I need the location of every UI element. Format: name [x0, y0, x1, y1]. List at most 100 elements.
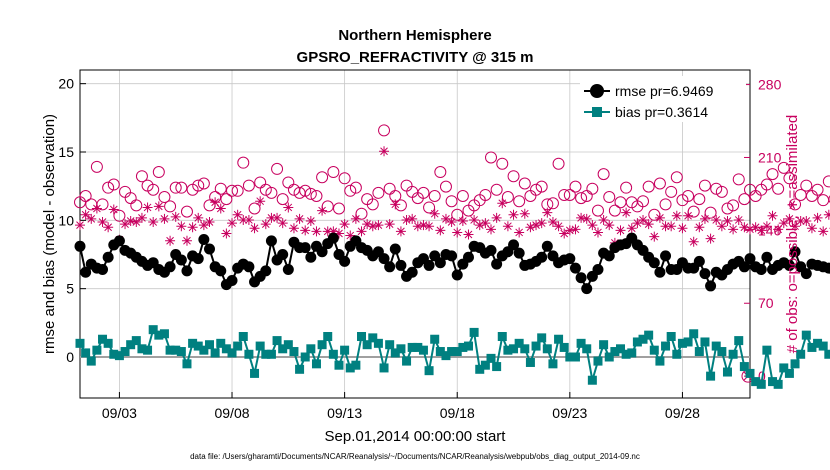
rmse-point [744, 253, 756, 265]
bias-point [734, 336, 744, 346]
bias-point [565, 352, 575, 362]
bias-point [661, 341, 671, 351]
x-axis-ticks: 09/03 09/08 09/13 09/18 09/23 09/28 [102, 392, 700, 421]
obs-assimilated-point [598, 214, 609, 225]
obs-possible-point [693, 193, 706, 206]
bias-point [357, 332, 367, 341]
obs-possible-point [214, 182, 227, 195]
series-rmse [74, 232, 830, 295]
series-obs-assimilated [75, 146, 830, 248]
obs-assimilated-point [412, 221, 423, 232]
obs-assimilated-point [136, 212, 147, 223]
bias-point [621, 349, 631, 359]
rmse-point [536, 251, 548, 263]
obs-possible-point [710, 182, 723, 195]
rmse-point [395, 259, 407, 271]
rmse-point [406, 266, 418, 278]
bias-point [728, 349, 738, 359]
data-file-footer: data file: /Users/gharamti/Documents/NCA… [190, 452, 640, 461]
bias-point [745, 368, 755, 378]
rmse-point [446, 250, 458, 262]
bias-point [283, 340, 293, 350]
bias-point [407, 342, 417, 352]
obs-possible-point [299, 184, 312, 197]
rmse-point [215, 265, 227, 277]
obs-assimilated-point [784, 213, 795, 224]
legend: rmse pr=6.9469 bias pr=0.3614 [580, 76, 746, 122]
bias-point [604, 352, 614, 362]
obs-assimilated-point [210, 197, 221, 208]
obs-possible-point [271, 162, 284, 175]
rmse-point [564, 253, 576, 265]
rmse-point [823, 262, 830, 274]
bias-point [390, 348, 400, 358]
rmse-point [299, 242, 311, 254]
obs-possible-point [242, 179, 255, 192]
bias-point [351, 360, 361, 370]
bias-point [807, 342, 817, 352]
bias-point [238, 332, 248, 341]
obs-possible-point [378, 124, 391, 137]
obs-possible-point [682, 189, 695, 202]
rmse-point [164, 261, 176, 273]
x-tick-label: 09/28 [665, 405, 700, 421]
obs-possible-point [518, 177, 531, 190]
bias-point [463, 341, 473, 351]
rmse-point [592, 264, 604, 276]
obs-assimilated-point [125, 215, 136, 226]
obs-assimilated-point [446, 217, 457, 228]
bias-point [599, 340, 609, 350]
bias-point [796, 349, 806, 359]
bias-point [694, 347, 704, 357]
obs-possible-point [310, 189, 323, 202]
obs-possible-point [107, 178, 120, 191]
bias-point [435, 347, 445, 357]
legend-box [580, 76, 746, 122]
obs-assimilated-point [384, 219, 395, 230]
bias-point [148, 325, 158, 335]
bias-point [700, 337, 710, 347]
rmse-point [800, 268, 812, 280]
bias-point [244, 349, 254, 359]
obs-assimilated-point [401, 214, 412, 225]
obs-assimilated-point [638, 214, 649, 225]
obs-assimilated-point [266, 212, 277, 223]
bias-point [813, 338, 823, 348]
obs-possible-point [451, 208, 464, 221]
bias-point [250, 368, 260, 378]
obs-possible-point [428, 189, 441, 202]
rmse-point [581, 283, 593, 295]
obs-possible-point [485, 151, 498, 164]
bias-point [689, 329, 699, 339]
bias-point [385, 340, 395, 350]
bias-point [396, 344, 406, 354]
bias-point [801, 330, 811, 340]
bias-point [593, 356, 603, 366]
rmse-point [260, 265, 272, 277]
bias-point [627, 348, 637, 358]
bias-point [261, 349, 271, 359]
obs-assimilated-point [170, 211, 181, 222]
bias-point [497, 332, 507, 341]
bias-point [221, 344, 231, 354]
obs-possible-point [158, 191, 171, 204]
rmse-point [226, 274, 238, 286]
rmse-point [175, 254, 187, 266]
obs-assimilated-point [761, 221, 772, 232]
obs-assimilated-point [649, 231, 660, 242]
y-axis-label: rmse and bias (model - observation) [41, 114, 58, 354]
obs-assimilated-point [153, 201, 164, 212]
obs-assimilated-point [367, 221, 378, 232]
obs-assimilated-point [181, 235, 192, 246]
obs-possible-point [344, 184, 357, 197]
rmse-point [789, 246, 801, 258]
bias-point [120, 347, 130, 357]
obs-possible-point [164, 200, 177, 213]
obs-possible-point [417, 186, 430, 199]
obs-assimilated-point [553, 221, 564, 232]
obs-possible-point [135, 170, 148, 183]
rmse-point [97, 264, 109, 276]
obs-possible-point [608, 204, 621, 217]
obs-possible-point [558, 188, 571, 201]
